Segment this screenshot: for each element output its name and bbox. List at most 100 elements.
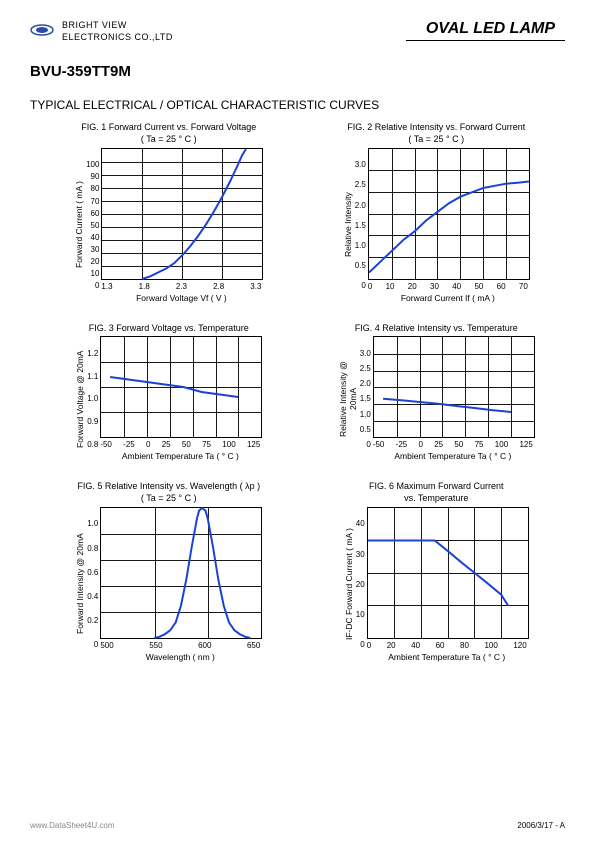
plot-area: [100, 507, 262, 639]
page-footer: www.DataSheet4U.com 2006/3/17 - A: [0, 821, 595, 830]
y-axis-label: Forward Intensity @ 20mA: [75, 519, 85, 649]
x-tick: 120: [513, 641, 526, 650]
y-tick: 40: [91, 233, 100, 242]
y-axis-label: IF-DC Forward Current ( mA ): [344, 519, 354, 649]
y-tick: 1.1: [87, 372, 98, 381]
x-tick: 25: [434, 440, 443, 449]
company-line2: ELECTRONICS CO.,LTD: [62, 32, 173, 44]
y-tick: 1.0: [87, 519, 98, 528]
x-tick: 600: [198, 641, 211, 650]
y-tick: 20: [91, 257, 100, 266]
curve: [369, 149, 529, 279]
x-tick: 100: [495, 440, 508, 449]
y-tick: 0.8: [87, 544, 98, 553]
x-tick: 80: [460, 641, 469, 650]
fig-title: FIG. 6 Maximum Forward Currentvs. Temper…: [369, 481, 504, 504]
curve: [101, 508, 261, 638]
y-ticks: 1009080706050403020100: [86, 160, 101, 290]
plot-row: Forward Voltage @ 20mA1.21.11.00.90.8-50…: [75, 336, 262, 461]
y-tick: 0.6: [87, 568, 98, 577]
company-name: BRIGHT VIEW ELECTRONICS CO.,LTD: [62, 20, 173, 43]
y-ticks: 3.02.52.01.51.00.50: [360, 349, 373, 449]
y-tick: 60: [91, 209, 100, 218]
charts-grid: FIG. 1 Forward Current vs. Forward Volta…: [0, 122, 595, 661]
plot-row: Forward Current ( mA )100908070605040302…: [74, 148, 263, 303]
y-tick: 1.0: [360, 410, 371, 419]
x-tick: 125: [247, 440, 260, 449]
x-axis-label: Ambient Temperature Ta ( ° C ): [367, 652, 527, 662]
y-tick: 0: [95, 281, 99, 290]
y-tick: 0.8: [87, 440, 98, 449]
page-header: BRIGHT VIEW ELECTRONICS CO.,LTD OVAL LED…: [0, 0, 595, 51]
curve: [101, 337, 261, 437]
plot-row: Forward Intensity @ 20mA1.00.80.60.40.20…: [75, 507, 262, 662]
x-tick: 50: [182, 440, 191, 449]
x-tick: -25: [123, 440, 135, 449]
plot-column: 020406080100120Ambient Temperature Ta ( …: [367, 507, 529, 662]
x-tick: 40: [411, 641, 420, 650]
x-tick: -50: [373, 440, 385, 449]
y-tick: 70: [91, 197, 100, 206]
x-tick: 10: [386, 282, 395, 291]
x-tick: 20: [387, 641, 396, 650]
chart-fig6: FIG. 6 Maximum Forward Currentvs. Temper…: [323, 481, 551, 661]
x-tick: 20: [408, 282, 417, 291]
y-tick: 0: [360, 640, 364, 649]
curve-path: [368, 540, 508, 605]
y-ticks: 403020100: [356, 519, 367, 649]
plot-row: IF-DC Forward Current ( mA )4030201000 20…: [344, 507, 529, 662]
fig-title: FIG. 5 Relative Intensity vs. Wavelength…: [77, 481, 260, 504]
x-tick: 25: [162, 440, 171, 449]
y-tick: 1.5: [355, 221, 366, 230]
x-axis-label: Ambient Temperature Ta ( ° C ): [100, 451, 260, 461]
plot-column: -50-250255075100125Ambient Temperature T…: [373, 336, 535, 461]
y-tick: 40: [356, 519, 365, 528]
chart-fig2: FIG. 2 Relative Intensity vs. Forward Cu…: [323, 122, 551, 302]
plot-column: 500550600650Wavelength ( nm ): [100, 507, 262, 662]
y-tick: 10: [91, 269, 100, 278]
chart-fig3: FIG. 3 Forward Voltage vs. TemperatureFo…: [55, 323, 283, 462]
x-tick: 650: [247, 641, 260, 650]
plot-area: [100, 336, 262, 438]
fig-title: FIG. 2 Relative Intensity vs. Forward Cu…: [347, 122, 525, 145]
x-axis-label: Forward Current If ( mA ): [368, 293, 528, 303]
fig-title: FIG. 1 Forward Current vs. Forward Volta…: [81, 122, 256, 145]
y-tick: 0: [94, 640, 98, 649]
curve-path: [369, 181, 529, 272]
y-axis-label: Forward Current ( mA ): [74, 160, 84, 290]
x-tick: 0: [367, 641, 371, 650]
x-axis-label: Wavelength ( nm ): [100, 652, 260, 662]
x-tick: 0: [419, 440, 423, 449]
y-tick: 2.0: [355, 201, 366, 210]
footer-left: www.DataSheet4U.com: [30, 821, 114, 830]
x-tick: 0: [146, 440, 150, 449]
x-tick: 30: [430, 282, 439, 291]
plot-column: 1.31.82.32.83.3Forward Voltage Vf ( V ): [101, 148, 263, 303]
y-axis-label: Relative Intensity: [343, 160, 353, 290]
x-ticks: -50-250255075100125: [373, 440, 533, 449]
x-tick: 70: [519, 282, 528, 291]
y-tick: 1.5: [360, 394, 371, 403]
y-tick: 1.0: [355, 241, 366, 250]
y-tick: 2.0: [360, 379, 371, 388]
x-ticks: 1.31.82.32.83.3: [101, 282, 261, 291]
x-tick: 1.3: [101, 282, 112, 291]
plot-row: Relative Intensity @ 20mA3.02.52.01.51.0…: [338, 336, 535, 461]
y-tick: 0.5: [360, 425, 371, 434]
curve-path: [110, 377, 238, 397]
y-ticks: 1.00.80.60.40.20: [87, 519, 100, 649]
x-tick: 50: [474, 282, 483, 291]
footer-right: 2006/3/17 - A: [517, 821, 565, 830]
x-tick: -50: [100, 440, 112, 449]
y-axis-label: Relative Intensity @ 20mA: [338, 349, 358, 449]
plot-area: [101, 148, 263, 280]
x-tick: 50: [454, 440, 463, 449]
x-tick: 3.3: [250, 282, 261, 291]
y-tick: 0: [361, 281, 365, 290]
company-logo-icon: [30, 22, 54, 38]
chart-fig4: FIG. 4 Relative Intensity vs. Temperatur…: [323, 323, 551, 462]
x-tick: 60: [497, 282, 506, 291]
fig-title: FIG. 3 Forward Voltage vs. Temperature: [89, 323, 249, 335]
x-tick: 100: [484, 641, 497, 650]
x-ticks: 020406080100120: [367, 641, 527, 650]
